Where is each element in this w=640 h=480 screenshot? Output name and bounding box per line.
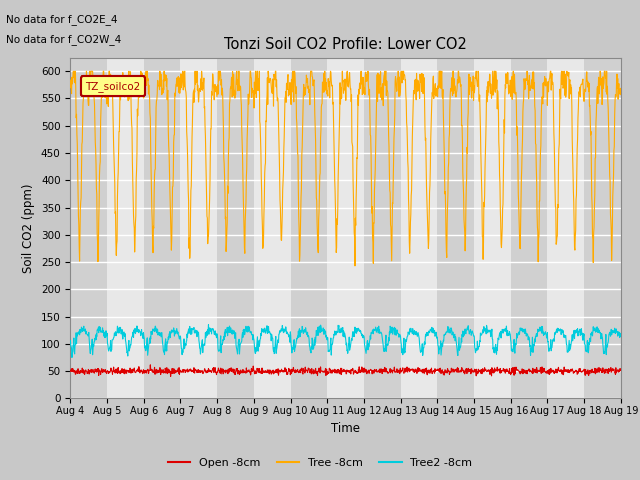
Tree -8cm — [70, 68, 77, 74]
Open -8cm — [617, 367, 625, 373]
Bar — [547, 58, 584, 398]
Bar — [291, 58, 327, 398]
Y-axis label: Soil CO2 (ppm): Soil CO2 (ppm) — [22, 183, 35, 273]
Tree -8cm — [617, 92, 625, 97]
Tree2 -8cm — [189, 326, 197, 332]
Bar — [217, 58, 254, 398]
Tree -8cm — [432, 93, 440, 99]
Title: Tonzi Soil CO2 Profile: Lower CO2: Tonzi Soil CO2 Profile: Lower CO2 — [224, 37, 467, 52]
Tree2 -8cm — [504, 327, 511, 333]
Text: No data for f_CO2W_4: No data for f_CO2W_4 — [6, 34, 122, 45]
Tree2 -8cm — [617, 334, 625, 339]
Open -8cm — [67, 368, 74, 373]
Open -8cm — [432, 366, 440, 372]
Open -8cm — [252, 368, 259, 374]
Bar — [180, 58, 217, 398]
Text: No data for f_CO2E_4: No data for f_CO2E_4 — [6, 14, 118, 25]
Tree -8cm — [67, 85, 74, 91]
Bar — [474, 58, 511, 398]
Bar — [401, 58, 437, 398]
Bar — [511, 58, 547, 398]
Bar — [437, 58, 474, 398]
Open -8cm — [147, 362, 154, 368]
Open -8cm — [504, 368, 511, 374]
Open -8cm — [177, 367, 184, 373]
Tree2 -8cm — [552, 329, 560, 335]
Tree2 -8cm — [252, 350, 259, 356]
Tree -8cm — [189, 91, 197, 96]
Bar — [327, 58, 364, 398]
Bar — [584, 58, 621, 398]
Tree2 -8cm — [176, 334, 184, 339]
Line: Tree2 -8cm: Tree2 -8cm — [70, 324, 621, 358]
Tree -8cm — [251, 91, 259, 97]
Bar — [144, 58, 180, 398]
Tree2 -8cm — [68, 355, 76, 360]
Bar — [364, 58, 401, 398]
Tree2 -8cm — [205, 322, 212, 327]
Bar — [107, 58, 144, 398]
Legend: TZ_soilco2: TZ_soilco2 — [81, 76, 145, 96]
Tree -8cm — [552, 241, 560, 247]
Bar — [254, 58, 291, 398]
Tree2 -8cm — [432, 332, 440, 338]
Open -8cm — [552, 366, 560, 372]
Tree -8cm — [351, 263, 359, 269]
Tree -8cm — [176, 90, 184, 96]
Open -8cm — [167, 373, 175, 379]
Tree2 -8cm — [67, 338, 74, 344]
Line: Open -8cm: Open -8cm — [70, 365, 621, 376]
Bar — [70, 58, 107, 398]
X-axis label: Time: Time — [331, 421, 360, 434]
Line: Tree -8cm: Tree -8cm — [70, 71, 621, 266]
Legend: Open -8cm, Tree -8cm, Tree2 -8cm: Open -8cm, Tree -8cm, Tree2 -8cm — [163, 453, 477, 472]
Tree -8cm — [504, 70, 511, 75]
Open -8cm — [189, 370, 197, 375]
